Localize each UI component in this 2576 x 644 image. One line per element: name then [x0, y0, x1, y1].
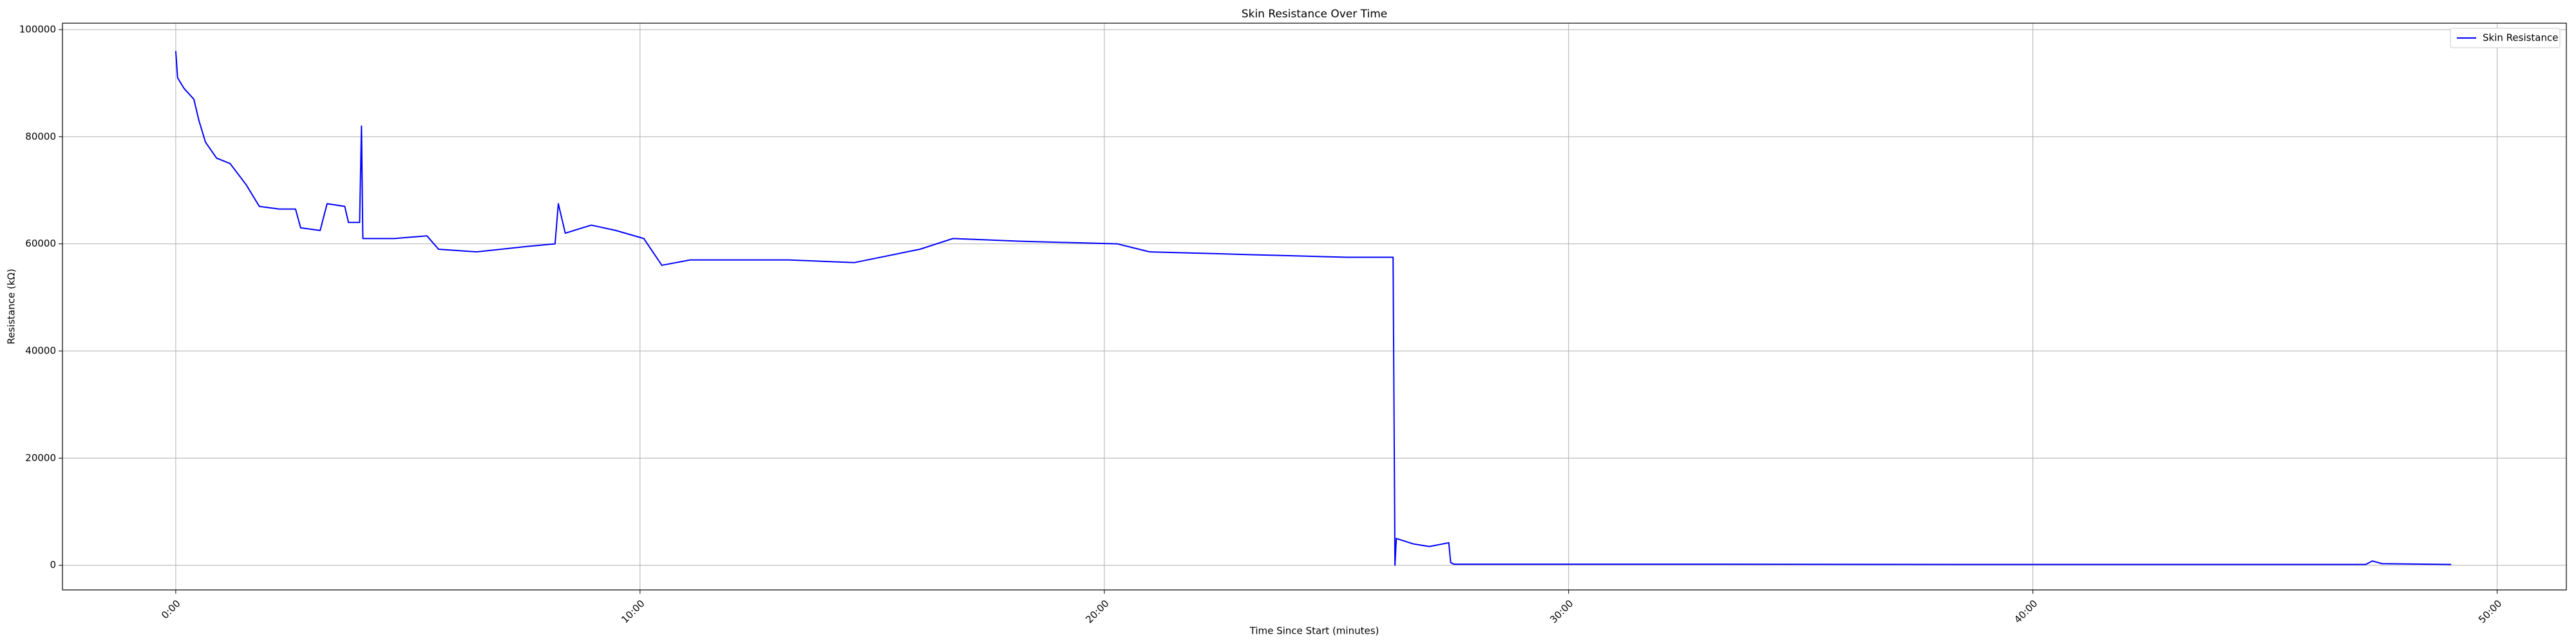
x-tick-label: 50:00	[2476, 598, 2504, 625]
legend-label: Skin Resistance	[2483, 32, 2558, 44]
x-tick-label: 0:00	[159, 598, 183, 621]
y-tick-label: 0	[50, 559, 56, 571]
x-tick-label: 20:00	[1083, 598, 1111, 625]
chart-title: Skin Resistance Over Time	[1242, 8, 1387, 21]
x-tick-label: 10:00	[619, 598, 647, 625]
y-tick-label: 40000	[25, 345, 56, 357]
y-tick-label: 100000	[19, 23, 56, 35]
x-axis-label: Time Since Start (minutes)	[1249, 625, 1379, 637]
y-tick-label: 60000	[25, 238, 56, 249]
y-axis-label: Resistance (kΩ)	[6, 269, 17, 344]
plot-frame	[62, 23, 2567, 591]
data-line	[175, 51, 2452, 566]
x-tick-label: 40:00	[2012, 598, 2040, 625]
legend-box	[2450, 28, 2561, 48]
y-tick-label: 80000	[25, 131, 56, 142]
x-tick-label: 30:00	[1548, 598, 1575, 625]
y-tick-label: 20000	[25, 452, 56, 464]
